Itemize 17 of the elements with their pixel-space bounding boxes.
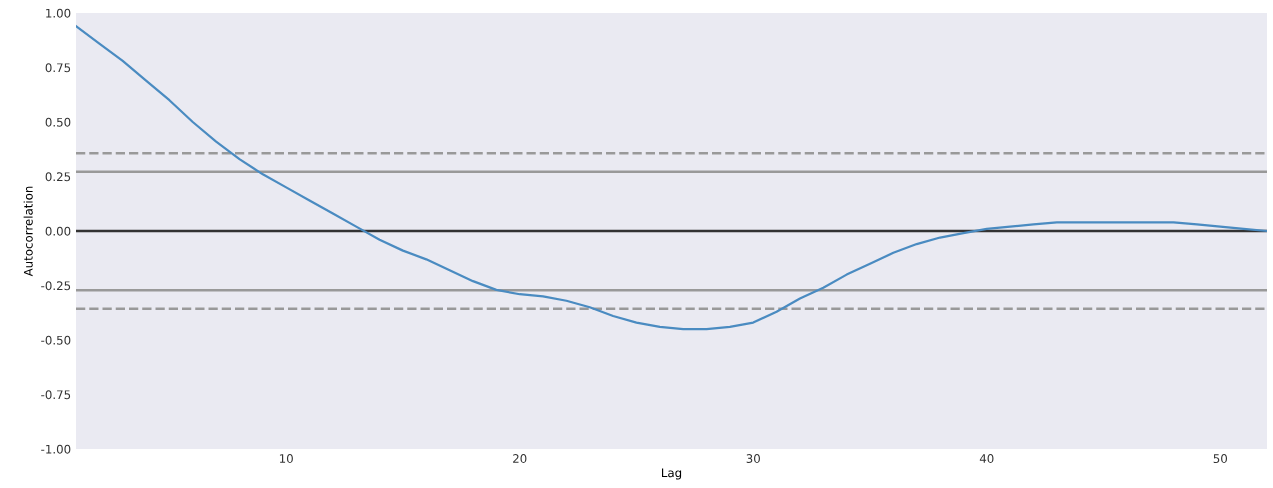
x-tick-label: 10	[279, 454, 293, 463]
x-tick-label: 50	[1213, 454, 1228, 463]
y-tick-label: 0.00	[45, 226, 71, 236]
y-tick-label: 0.50	[45, 117, 71, 127]
y-tick-label: -1.00	[41, 444, 71, 454]
x-tick-label: 30	[746, 454, 760, 463]
y-tick-label: 0.75	[45, 63, 71, 73]
y-tick-label: 0.25	[45, 172, 71, 182]
y-tick-label: -0.75	[41, 390, 71, 400]
y-tick-label: -0.25	[41, 281, 71, 291]
x-axis-title: Lag	[662, 468, 682, 480]
y-tick-label: 1.00	[46, 8, 71, 18]
y-tick-label: -0.50	[41, 335, 71, 345]
x-tick-label: 20	[513, 454, 527, 463]
y-axis-title: Autocorrelation	[23, 186, 33, 277]
x-tick-label: 40	[979, 454, 994, 463]
line-series	[76, 24, 1267, 331]
